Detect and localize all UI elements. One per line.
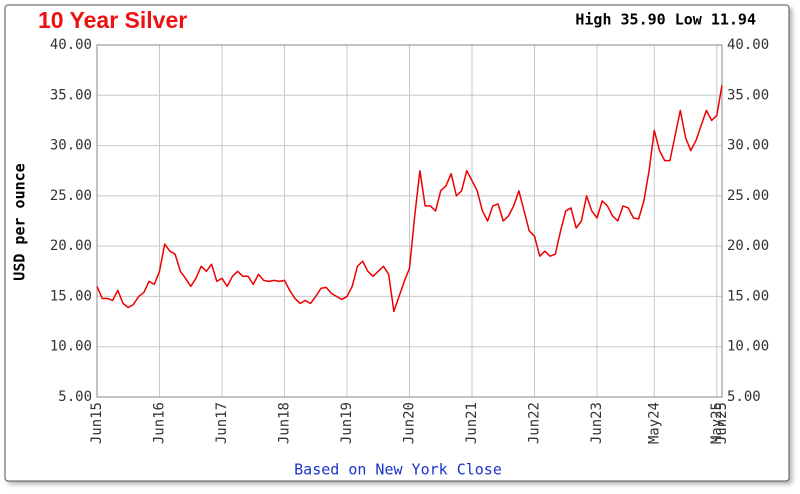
y-tick-label-right: 5.00: [727, 389, 761, 405]
x-tick-label: May25: [709, 402, 725, 444]
chart-title: 10 Year Silver: [38, 7, 187, 33]
y-tick-label-right: 10.00: [727, 339, 769, 355]
x-tick-label: Jun18: [277, 402, 293, 444]
plot-area: 5.00 5.00 10.00 10.00 15.00 15.00 20.00 20.00 25…: [50, 37, 769, 444]
annotation: High 35.90 Low 11.94: [575, 11, 756, 29]
y-tick-label-right: 25.00: [727, 188, 769, 204]
x-tick-label: Jun20: [402, 402, 418, 444]
y-tick-label: 35.00: [50, 87, 92, 103]
y-tick-label: 25.00: [50, 188, 92, 204]
x-tick-label: Jun23: [589, 402, 605, 444]
y-tick-label-right: 40.00: [727, 37, 769, 53]
y-axis-label: USD per ounce: [11, 163, 29, 280]
data-line: [96, 85, 723, 313]
y-tick-label-right: 35.00: [727, 87, 769, 103]
x-tick-label: Jun15: [89, 402, 105, 444]
y-tick-label-right: 20.00: [727, 238, 769, 254]
y-tick-label-right: 15.00: [727, 288, 769, 304]
footer: Based on New York Close: [294, 461, 502, 479]
x-tick-label: Jun21: [464, 402, 480, 444]
y-tick-label: 40.00: [50, 37, 92, 53]
y-tick-label: 30.00: [50, 138, 92, 154]
y-tick-label: 10.00: [50, 339, 92, 355]
y-tick-label-right: 30.00: [727, 138, 769, 154]
x-tick-label: Jun19: [339, 402, 355, 444]
y-tick-label: 5.00: [58, 389, 92, 405]
x-tick-label: Jun25: [714, 402, 730, 444]
x-tick-label: May24: [646, 402, 662, 444]
x-tick-label: Jun22: [527, 402, 543, 444]
plot-border: [96, 44, 723, 398]
x-tick-label: Jun17: [214, 402, 230, 444]
x-tick-label: Jun16: [152, 402, 168, 444]
y-tick-label: 20.00: [50, 238, 92, 254]
y-tick-label: 15.00: [50, 288, 92, 304]
